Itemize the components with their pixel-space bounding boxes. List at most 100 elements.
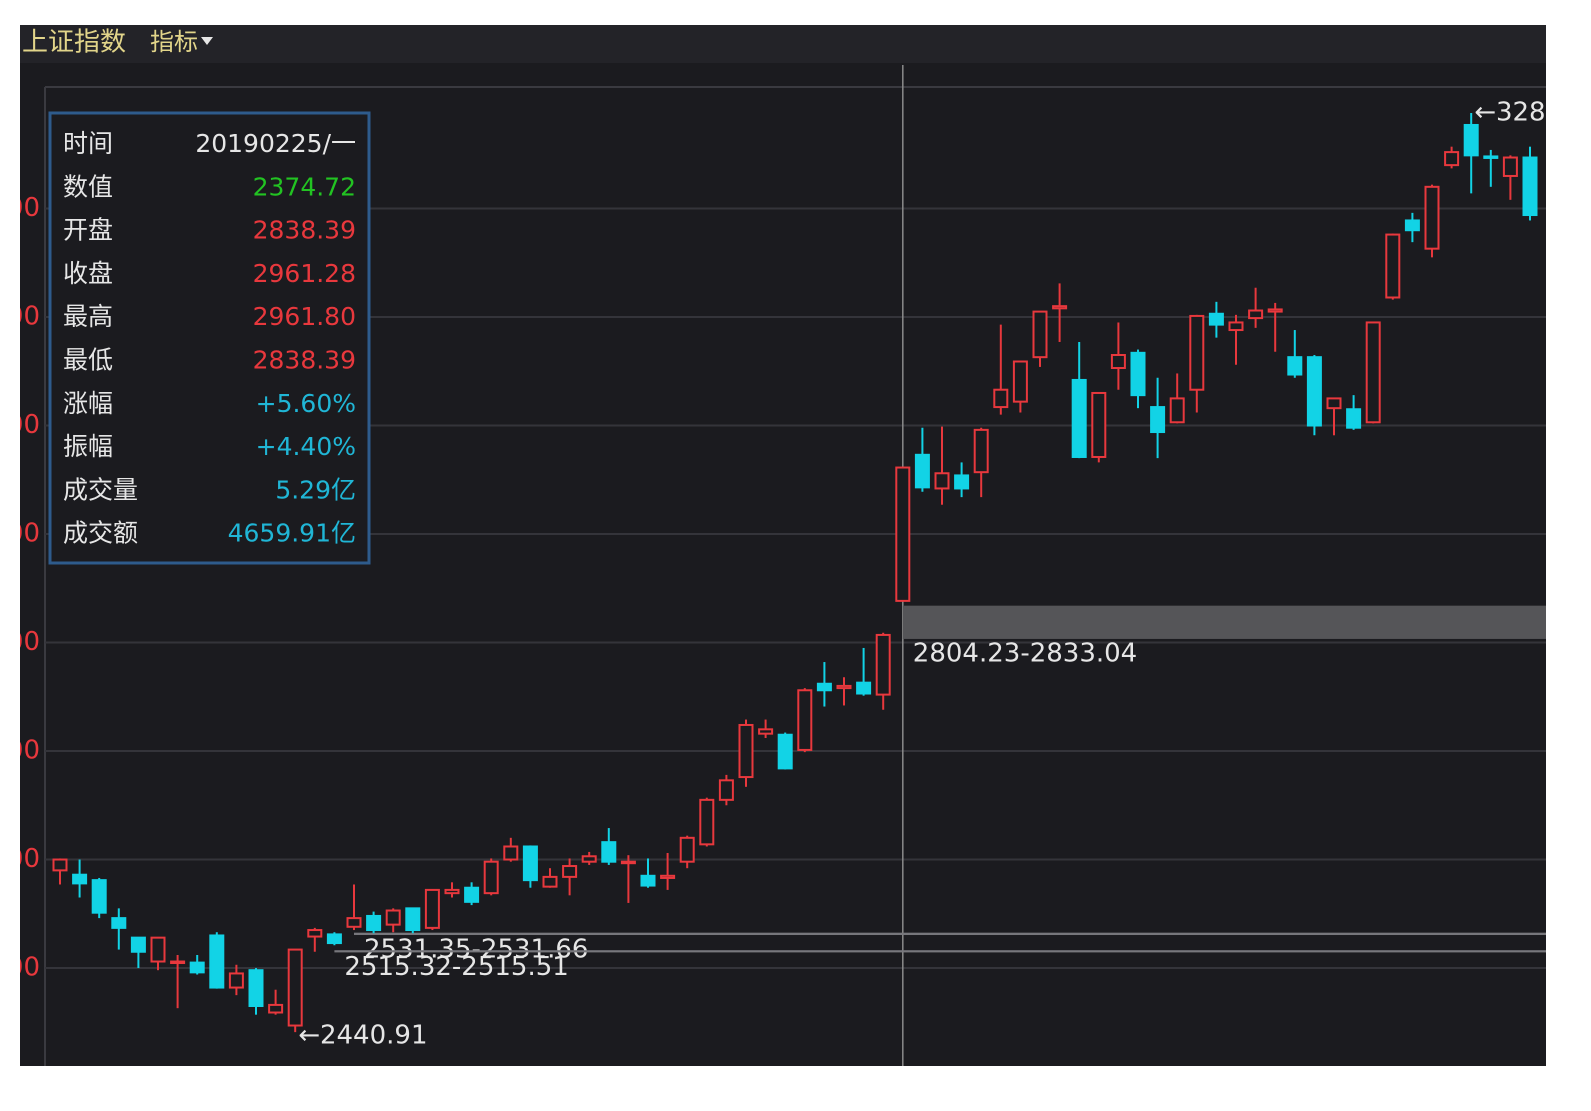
- candle-body: [307, 929, 323, 938]
- low-label: ←2440.91: [298, 1021, 427, 1051]
- gap-label: 2531.35-2531.66: [364, 935, 588, 965]
- candle-body: [620, 860, 636, 865]
- candle-body: [1463, 123, 1479, 157]
- candle-body: [1444, 151, 1460, 167]
- candle-body: [52, 858, 68, 872]
- candle-body: [1522, 156, 1538, 217]
- candle-body: [1483, 155, 1499, 159]
- tooltip-value: 2961.28: [253, 259, 356, 288]
- tooltip-label: 时间: [63, 129, 113, 158]
- candle-body: [914, 453, 930, 489]
- candle-body: [660, 874, 676, 879]
- candle-body: [228, 972, 244, 989]
- index-title[interactable]: 上证指数: [22, 28, 126, 58]
- candle-body: [993, 388, 1009, 409]
- y-tick-label: 2700: [0, 736, 40, 766]
- candle-body: [777, 733, 793, 770]
- candle-body: [287, 948, 303, 1027]
- y-tick-label: 3100: [0, 302, 40, 332]
- y-tick-label: 3200: [0, 193, 40, 223]
- candle-body: [326, 933, 342, 945]
- candle-body: [111, 917, 127, 929]
- candle-body: [1130, 351, 1146, 397]
- tooltip-value: 2961.80: [253, 302, 356, 331]
- tooltip-value: 2838.39: [253, 216, 356, 245]
- tooltip-label: 振幅: [63, 432, 113, 461]
- candle-body: [1287, 356, 1303, 376]
- candle-body: [738, 723, 754, 779]
- candle-body: [424, 888, 440, 929]
- y-tick-label: 2900: [0, 519, 40, 549]
- indicator-menu[interactable]: 指标: [150, 28, 198, 56]
- tooltip-label: 开盘: [63, 216, 113, 245]
- candle-body: [464, 886, 480, 903]
- candle-body: [797, 689, 813, 751]
- candle-body: [503, 845, 519, 861]
- tooltip-label: 收盘: [63, 259, 113, 288]
- candle-body: [1012, 360, 1028, 403]
- candle-body: [581, 855, 597, 863]
- candle-body: [758, 728, 774, 735]
- y-tick-label: 3000: [0, 410, 40, 440]
- candle-body: [1228, 321, 1244, 332]
- plot-area: 2500 2600 2700 2800 2900 3000 3100 3200 2531.35-…: [0, 65, 1546, 1066]
- tooltip-label: 成交量: [63, 475, 138, 504]
- tooltip-label: 最低: [63, 346, 113, 375]
- y-tick-label: 2800: [0, 627, 40, 657]
- candle-body: [954, 474, 970, 490]
- toolbar: [20, 25, 1546, 63]
- candle-body: [1032, 310, 1048, 359]
- candle-body: [522, 845, 538, 882]
- candle-body: [130, 936, 146, 953]
- tooltip-value: 4659.91亿: [228, 519, 356, 548]
- candle-body: [718, 779, 734, 801]
- candle-body: [836, 684, 852, 690]
- candle-body: [268, 1003, 284, 1014]
- candle-body: [1365, 321, 1381, 424]
- tooltip-label: 成交额: [63, 519, 138, 548]
- tooltip-value: +5.60%: [256, 389, 356, 418]
- candle-body: [1326, 397, 1342, 410]
- candle-body: [679, 836, 695, 863]
- candle-body: [385, 909, 401, 926]
- menu-arrow[interactable]: [201, 37, 213, 45]
- candle-body: [816, 682, 832, 692]
- gap-band: [354, 932, 1546, 936]
- gap-band: [902, 605, 1546, 639]
- candle-body: [640, 874, 656, 887]
- candle-body: [209, 934, 225, 989]
- candle-body: [150, 936, 166, 963]
- candle-body: [895, 466, 911, 602]
- candle-body: [973, 428, 989, 474]
- candle-body: [934, 472, 950, 490]
- gap-label: 2515.32-2515.51: [344, 952, 568, 982]
- tooltip-value: 20190225/一: [195, 129, 356, 158]
- tooltip-box: [48, 111, 371, 565]
- candle-body: [1385, 233, 1401, 299]
- candle-body: [1248, 309, 1264, 320]
- y-tick-label: 2500: [0, 953, 40, 983]
- candle-body: [444, 888, 460, 895]
- candle-body: [91, 879, 107, 914]
- gap-label: 2804.23-2833.04: [913, 638, 1137, 668]
- tooltip-value: 5.29亿: [275, 475, 356, 504]
- candle-body: [1404, 219, 1420, 232]
- candle-body: [1169, 397, 1185, 424]
- candle-body: [248, 969, 264, 1007]
- tooltip-label: 数值: [63, 172, 113, 201]
- tooltip-value: 2838.39: [253, 346, 356, 375]
- candle-body: [405, 907, 421, 932]
- candle-body: [170, 960, 186, 965]
- candle-body: [1502, 156, 1518, 177]
- candle-body: [1424, 185, 1440, 250]
- candle-body: [189, 961, 205, 974]
- candle-body: [366, 914, 382, 932]
- candle-body: [1091, 391, 1107, 458]
- candle-body: [875, 633, 891, 696]
- candle-body: [1071, 378, 1087, 458]
- tooltip-label: 最高: [63, 302, 113, 331]
- candle-body: [346, 917, 362, 928]
- candle-body: [1208, 312, 1224, 326]
- candle-body: [601, 841, 617, 863]
